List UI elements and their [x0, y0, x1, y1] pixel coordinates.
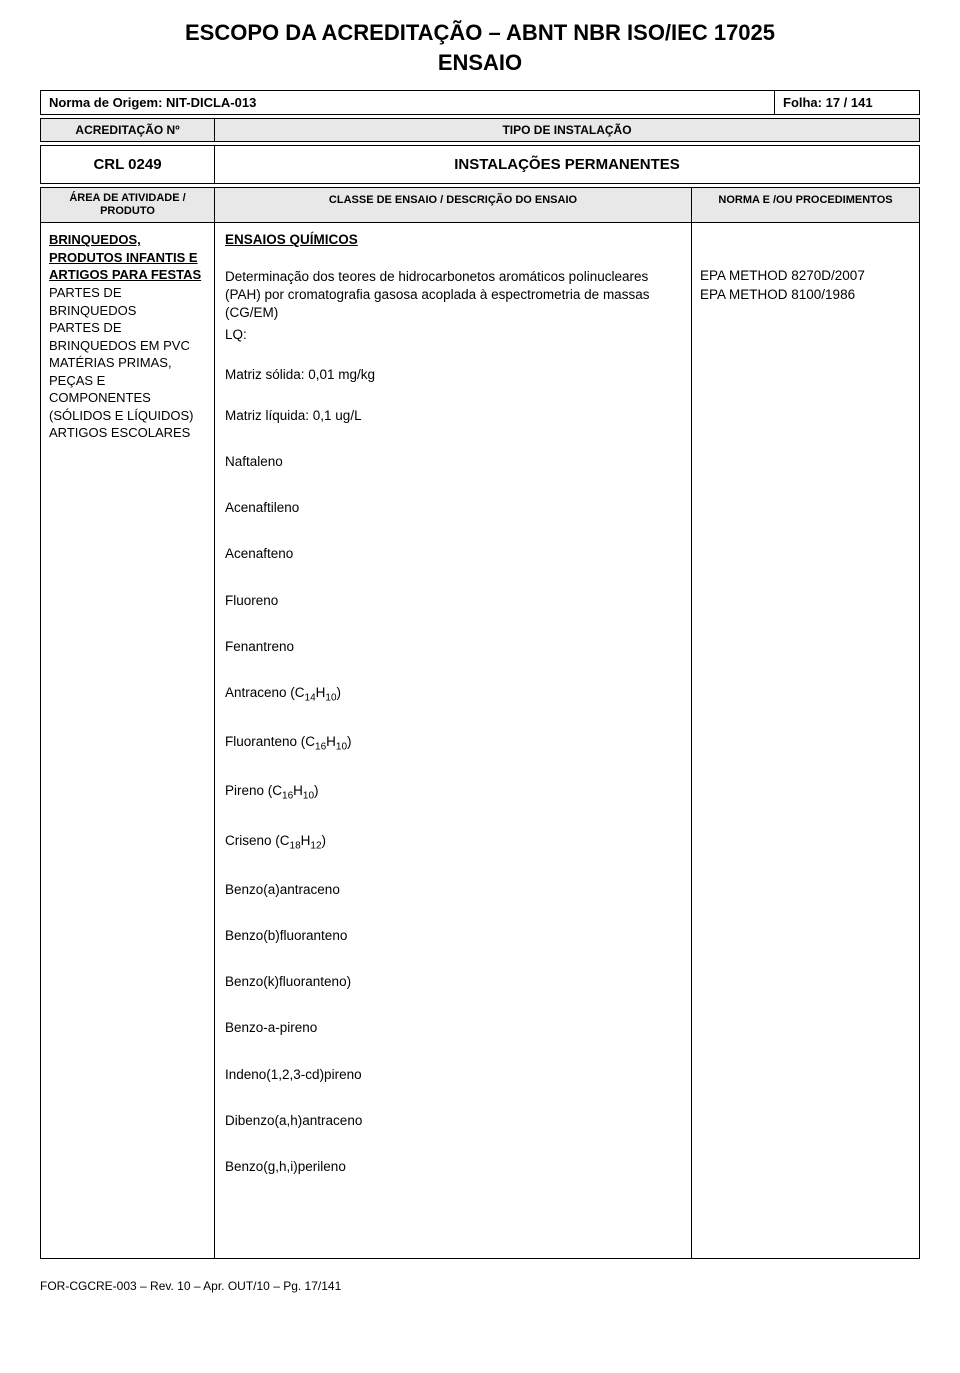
compound-item: Benzo-a-pireno [225, 1019, 681, 1037]
header-col1: ÁREA DE ATIVIDADE / PRODUTO [40, 187, 215, 223]
compound-item: Criseno (C18H12) [225, 832, 681, 853]
table-content-row: BRINQUEDOS, PRODUTOS INFANTIS E ARTIGOS … [40, 223, 920, 1259]
meta-row: Norma de Origem: NIT-DICLA-013 Folha: 17… [40, 90, 920, 115]
tipo-instalacao-label: TIPO DE INSTALAÇÃO [215, 118, 920, 142]
compound-item: Benzo(g,h,i)perileno [225, 1158, 681, 1176]
crl-value: CRL 0249 [40, 145, 215, 184]
page-footer: FOR-CGCRE-003 – Rev. 10 – Apr. OUT/10 – … [40, 1279, 920, 1293]
norma-origem: Norma de Origem: NIT-DICLA-013 [40, 90, 775, 115]
produto-item: PARTES DE BRINQUEDOS EM PVC [49, 319, 206, 354]
col-descricao-ensaio: ENSAIOS QUÍMICOS Determinação dos teores… [215, 223, 692, 1259]
col-area-atividade: BRINQUEDOS, PRODUTOS INFANTIS E ARTIGOS … [40, 223, 215, 1259]
compound-item: Dibenzo(a,h)antraceno [225, 1112, 681, 1130]
ensaios-section-title: ENSAIOS QUÍMICOS [225, 231, 681, 249]
ensaio-lq: LQ: [225, 326, 681, 344]
produto-item: PARTES DE BRINQUEDOS [49, 284, 206, 319]
compound-item: Antraceno (C14H10) [225, 684, 681, 705]
matriz-liquida: Matriz líquida: 0,1 ug/L [225, 407, 681, 425]
page-title-line2: ENSAIO [40, 50, 920, 76]
col-norma-procedimentos: EPA METHOD 8270D/2007 EPA METHOD 8100/19… [692, 223, 920, 1259]
compound-item: Fenantreno [225, 638, 681, 656]
ensaio-descricao: Determinação dos teores de hidrocarbonet… [225, 268, 681, 323]
compound-item: Fluoreno [225, 592, 681, 610]
produto-title: BRINQUEDOS, PRODUTOS INFANTIS E ARTIGOS … [49, 231, 206, 284]
header-box-row: ACREDITAÇÃO Nº TIPO DE INSTALAÇÃO [40, 118, 920, 142]
compound-item: Acenaftileno [225, 499, 681, 517]
table-header-row: ÁREA DE ATIVIDADE / PRODUTO CLASSE DE EN… [40, 187, 920, 223]
compound-item: Acenafteno [225, 545, 681, 563]
compound-item: Benzo(k)fluoranteno) [225, 973, 681, 991]
produto-item: MATÉRIAS PRIMAS, PEÇAS E COMPONENTES (SÓ… [49, 354, 206, 424]
compound-item: Pireno (C16H10) [225, 782, 681, 803]
acreditacao-label: ACREDITAÇÃO Nº [40, 118, 215, 142]
compound-item: Benzo(a)antraceno [225, 881, 681, 899]
folha: Folha: 17 / 141 [775, 90, 920, 115]
norma-item: EPA METHOD 8100/1986 [700, 286, 911, 304]
header-col3: NORMA E /OU PROCEDIMENTOS [692, 187, 920, 223]
header-col2: CLASSE DE ENSAIO / DESCRIÇÃO DO ENSAIO [215, 187, 692, 223]
norma-item: EPA METHOD 8270D/2007 [700, 267, 911, 285]
compound-item: Benzo(b)fluoranteno [225, 927, 681, 945]
crl-row: CRL 0249 INSTALAÇÕES PERMANENTES [40, 145, 920, 184]
page-title-line1: ESCOPO DA ACREDITAÇÃO – ABNT NBR ISO/IEC… [40, 20, 920, 46]
compound-item: Fluoranteno (C16H10) [225, 733, 681, 754]
compound-item: Naftaleno [225, 453, 681, 471]
produto-item: ARTIGOS ESCOLARES [49, 424, 206, 442]
matriz-solida: Matriz sólida: 0,01 mg/kg [225, 366, 681, 384]
instalacoes-value: INSTALAÇÕES PERMANENTES [215, 145, 920, 184]
compound-item: Indeno(1,2,3-cd)pireno [225, 1066, 681, 1084]
